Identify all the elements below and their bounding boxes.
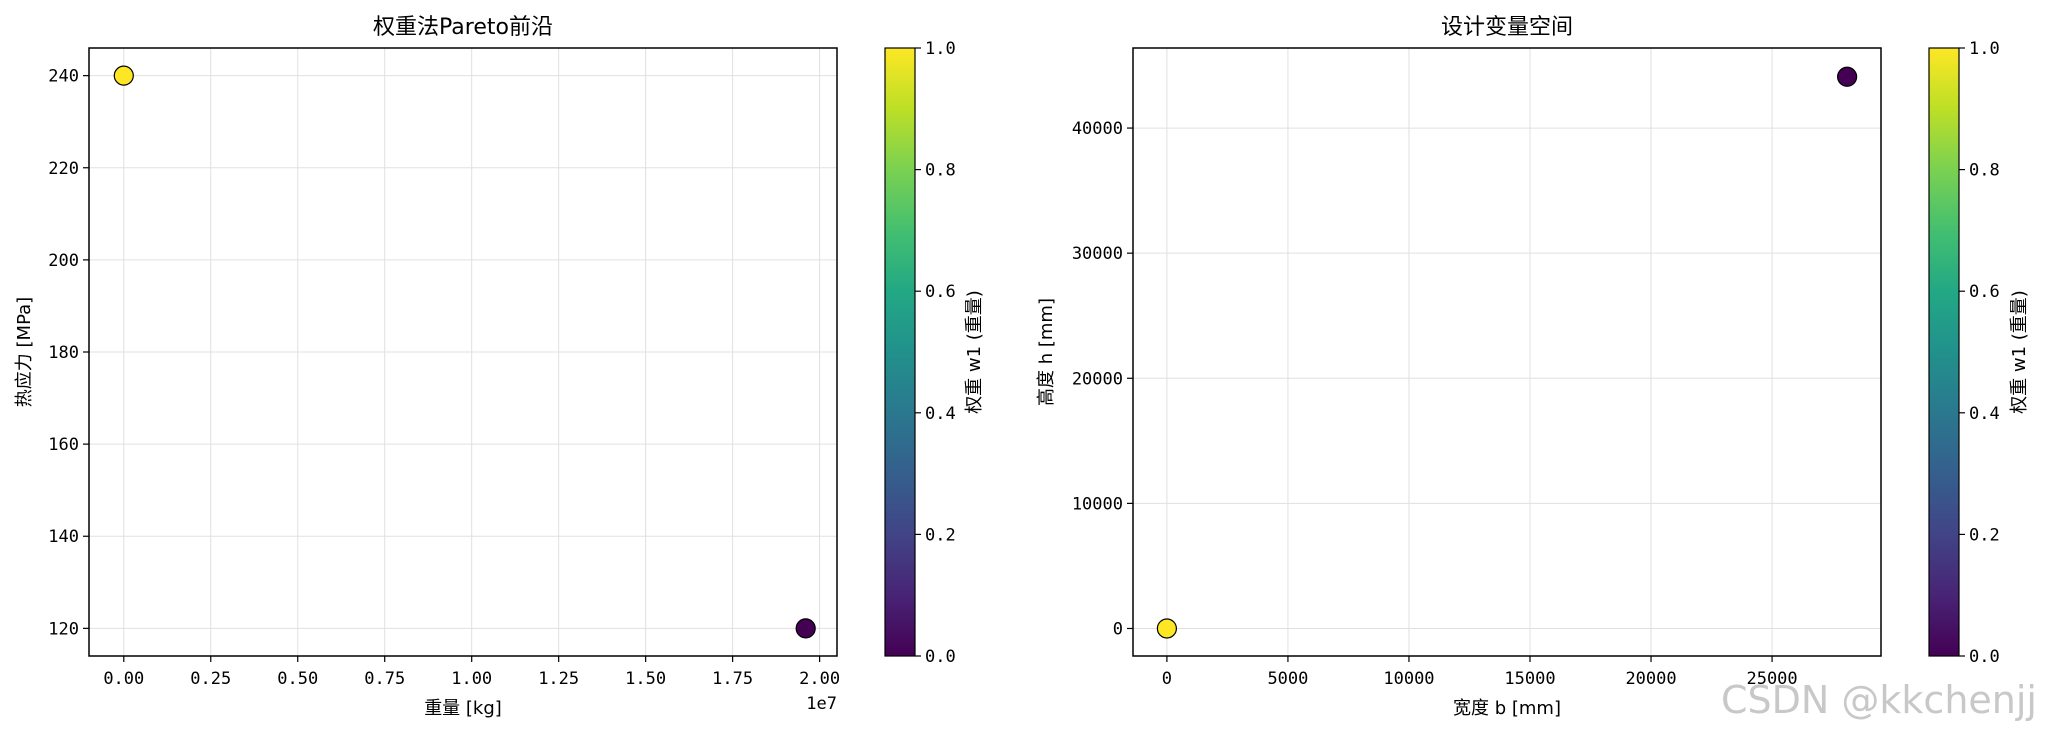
colorbar-tick-label: 0.2: [925, 525, 956, 545]
y-tick-label: 120: [48, 619, 79, 639]
grid-lines: [89, 48, 837, 656]
x-tick-label: 1.50: [625, 669, 666, 689]
grid-lines: [1133, 48, 1881, 656]
y-tick-label: 200: [48, 251, 79, 271]
y-axis-label: 高度 h [mm]: [1036, 298, 1057, 406]
colorbar-label: 权重 w1 (重量): [964, 290, 985, 414]
x-axis-ticks: 0 5000 10000 15000 20000 25000: [1162, 656, 1798, 689]
x-tick-label: 0: [1162, 669, 1172, 689]
y-tick-label: 240: [48, 67, 79, 87]
x-tick-label: 1.00: [451, 669, 492, 689]
y-axis-label: 热应力 [MPa]: [14, 297, 35, 407]
x-tick-label: 0.25: [190, 669, 231, 689]
x-offset-label: 1e7: [806, 694, 837, 714]
scatter-point: [795, 618, 816, 639]
colorbar-ticks: 0.0 0.2 0.4 0.6 0.8 1.0: [1959, 39, 2000, 667]
colorbar-tick-label: 1.0: [1969, 39, 2000, 59]
colorbar-tick-label: 0.4: [925, 404, 956, 424]
plot-frame: [1132, 47, 1882, 657]
y-tick-label: 10000: [1072, 494, 1123, 514]
x-tick-label: 20000: [1625, 669, 1676, 689]
y-tick-label: 160: [48, 435, 79, 455]
y-tick-label: 180: [48, 343, 79, 363]
x-axis-label: 重量 [kg]: [424, 698, 502, 719]
colorbar-tick-label: 0.0: [1969, 647, 2000, 667]
y-tick-label: 40000: [1072, 119, 1123, 139]
x-tick-label: 0.50: [277, 669, 318, 689]
scatter-point: [113, 65, 134, 86]
colorbar-tick-label: 0.2: [1969, 525, 2000, 545]
x-axis-ticks: 0.00 0.25 0.50 0.75 1.00 1.25 1.50 1.75 2.00: [103, 656, 840, 689]
x-tick-label: 25000: [1746, 669, 1797, 689]
colorbar-tick-label: 0.0: [925, 647, 956, 667]
colorbar-ticks: 0.0 0.2 0.4 0.6 0.8 1.0: [915, 39, 956, 667]
x-tick-label: 10000: [1383, 669, 1434, 689]
y-axis-ticks: 0 10000 20000 30000 40000: [1072, 119, 1133, 639]
y-axis-ticks: 120 140 160 180 200 220 240: [48, 67, 89, 639]
colorbar-tick-label: 0.8: [925, 161, 956, 181]
y-tick-label: 220: [48, 159, 79, 179]
scatter-points: [113, 65, 816, 639]
x-tick-label: 0.75: [364, 669, 405, 689]
watermark: CSDN @kkchenjj: [1721, 678, 2037, 722]
y-tick-label: 30000: [1072, 244, 1123, 264]
scatter-point: [1837, 66, 1858, 87]
y-tick-label: 20000: [1072, 369, 1123, 389]
colorbar-tick-label: 0.8: [1969, 161, 2000, 181]
x-tick-label: 2.00: [799, 669, 840, 689]
colorbar-label: 权重 w1 (重量): [2009, 290, 2030, 414]
colorbar-tick-label: 1.0: [925, 39, 956, 59]
y-tick-label: 140: [48, 527, 79, 547]
x-tick-label: 5000: [1267, 669, 1308, 689]
design-variable-space-chart: 设计变量空间 0 5000 10000 15000 20000 25000 0 10000 2…: [1036, 15, 2030, 719]
chart-title: 设计变量空间: [1441, 15, 1573, 40]
colorbar-gradient: [884, 47, 916, 657]
colorbar: 0.0 0.2 0.4 0.6 0.8 1.0 权重 w1 (重量): [1928, 39, 2030, 667]
chart-title: 权重法Pareto前沿: [373, 15, 553, 40]
scatter-point: [1156, 618, 1177, 639]
colorbar-tick-label: 0.6: [1969, 282, 2000, 302]
colorbar-gradient: [1928, 47, 1960, 657]
x-tick-label: 1.25: [538, 669, 579, 689]
colorbar-tick-label: 0.4: [1969, 404, 2000, 424]
pareto-front-chart: 权重法Pareto前沿 0.00 0.25 0.50 0.75 1.00 1.25 1.50…: [14, 15, 985, 719]
y-tick-label: 0: [1113, 619, 1123, 639]
x-tick-label: 15000: [1504, 669, 1555, 689]
x-tick-label: 0.00: [103, 669, 144, 689]
x-axis-label: 宽度 b [mm]: [1453, 698, 1561, 719]
x-tick-label: 1.75: [712, 669, 753, 689]
scatter-points: [1156, 66, 1858, 639]
colorbar: 0.0 0.2 0.4 0.6 0.8 1.0 权重 w1 (重量): [884, 39, 985, 667]
colorbar-tick-label: 0.6: [925, 282, 956, 302]
